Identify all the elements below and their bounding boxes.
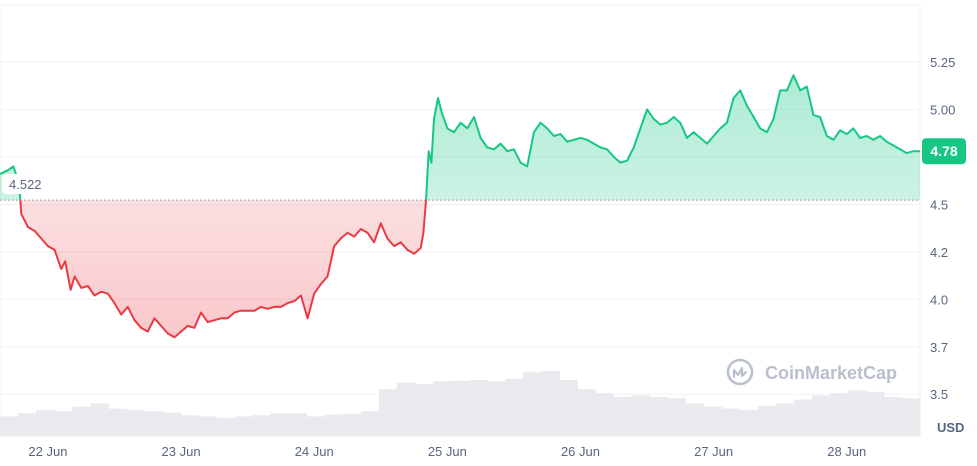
volume-bar [378,389,398,436]
price-line-down [19,200,428,339]
y-tick-label: 5.00 [930,102,955,117]
volume-bar [432,381,452,436]
y-tick-label: 4.2 [930,245,948,260]
volume-bar [72,406,91,436]
volume-bar [595,393,614,436]
volume-bar [144,411,163,436]
price-line [0,74,920,339]
volume-bar [721,408,741,436]
volume-bar [360,411,380,436]
last-price-badge: 4.78 [922,138,966,165]
volume-bar [180,415,200,436]
price-area [0,75,920,338]
volume-bar [396,382,416,436]
volume-bar [757,406,777,436]
volume-bar [216,417,236,436]
volume-bar [613,397,632,436]
x-tick-label: 26 Jun [561,444,600,459]
volume-bar [270,413,290,436]
y-tick-label: 3.7 [930,340,948,355]
area-below-baseline [0,200,920,338]
watermark: CoinMarketCap [726,358,897,386]
x-axis: 22 Jun 23 Jun 24 Jun 25 Jun 26 Jun 27 Jun 28 J… [28,444,866,459]
x-tick-label: 23 Jun [162,444,201,459]
y-tick-label: 3.5 [930,387,948,402]
volume-bar [162,412,181,436]
volume-bar [559,380,578,436]
price-line-up [0,74,920,201]
volume-bar [811,395,831,436]
volume-bar [847,390,867,436]
volume-bar [0,416,19,436]
x-tick-label: 22 Jun [28,444,67,459]
volume-bar [901,398,921,436]
volume-bar [667,398,687,436]
volume-bar [234,416,254,436]
volume-bar [36,410,55,436]
volume-bar [649,397,669,436]
volume-bars [0,371,921,436]
baseline-badge-bg [2,174,52,194]
x-tick-label: 28 Jun [827,444,866,459]
volume-bar [306,416,326,436]
volume-bar [685,403,705,436]
last-price-badge-bg [922,138,966,165]
volume-bar [288,413,308,436]
volume-bar [342,413,362,436]
volume-bar [414,384,434,436]
volume-bar [883,397,903,436]
volume-bar [450,380,470,436]
volume-bar [108,408,127,436]
volume-bar [252,415,272,436]
currency-unit-label: USD [937,420,964,435]
volume-bar [865,391,885,436]
volume-bar [775,403,795,436]
volume-bar [505,378,524,436]
watermark-text: CoinMarketCap [765,363,897,383]
x-tick-label: 24 Jun [295,444,334,459]
x-tick-label: 27 Jun [694,444,733,459]
x-tick-label: 25 Jun [428,444,467,459]
area-above-baseline [0,75,920,201]
y-tick-label: 4.5 [930,197,948,212]
volume-bar [18,413,37,436]
volume-bar [829,393,849,436]
coinmarketcap-logo-icon [726,358,754,386]
volume-bar [739,410,759,436]
volume-bar [198,416,218,436]
volume-bar [523,372,542,436]
y-axis: 5.25 5.00 4.78 4.5 4.2 4.0 3.7 3.5 [930,55,955,402]
y-tick-label: 4.0 [930,292,948,307]
volume-bar [324,414,344,436]
last-price-value-label: 4.78 [930,143,957,159]
volume-bar [54,411,73,436]
baseline-value-label: 4.522 [9,177,42,192]
volume-bar [793,399,813,436]
volume-bar [631,395,651,436]
volume-bar [126,410,145,436]
y-tick-label: 5.25 [930,55,955,70]
volume-bar [541,371,560,436]
volume-bar [90,403,109,436]
volume-bar [577,389,596,436]
baseline-badge: 4.522 [2,174,52,194]
volume-bar [469,380,488,436]
volume-bar [487,381,506,436]
volume-bar [703,406,723,436]
